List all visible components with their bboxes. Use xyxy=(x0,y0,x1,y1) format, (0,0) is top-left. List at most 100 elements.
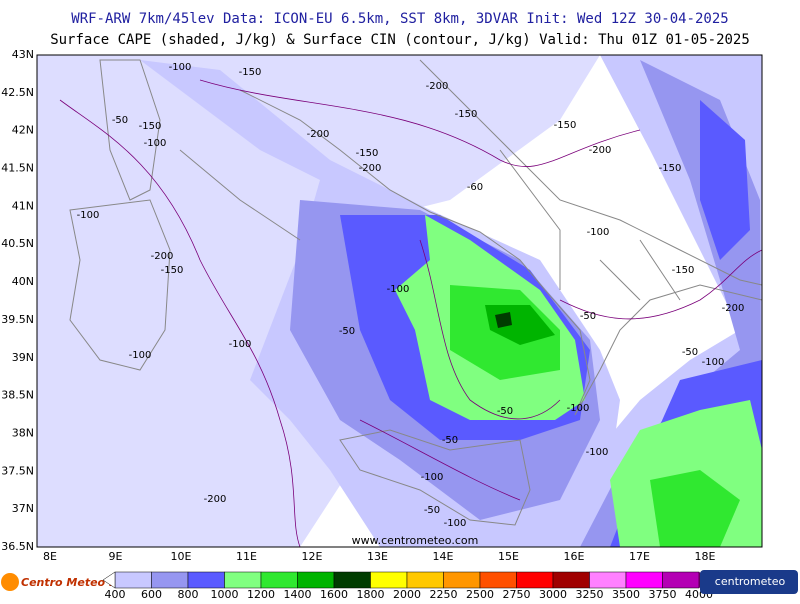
contour-label: -100 xyxy=(567,403,590,414)
lat-label: 41N xyxy=(12,199,34,212)
lat-label: 40N xyxy=(12,275,34,288)
lat-label: 42N xyxy=(12,124,34,137)
contour-label: -100 xyxy=(444,518,467,529)
colorbar-box xyxy=(333,571,371,589)
lat-label: 39.5N xyxy=(1,313,34,326)
watermark: www.centrometeo.com xyxy=(352,534,479,547)
contour-label: -100 xyxy=(77,210,100,221)
lat-label: 41.5N xyxy=(1,162,34,175)
lat-label: 37.5N xyxy=(1,464,34,477)
contour-label: -100 xyxy=(129,350,152,361)
colorbar-box xyxy=(370,571,408,589)
lat-label: 36.5N xyxy=(1,540,34,553)
colorbar-box xyxy=(151,571,189,589)
colorbar-box xyxy=(516,571,554,589)
colorbar-box xyxy=(625,571,663,589)
logo-right-text: centrometeo xyxy=(715,575,786,588)
logo-right-bg xyxy=(700,570,798,594)
lat-label: 38.5N xyxy=(1,389,34,402)
colorbar-label: 800 xyxy=(178,588,199,600)
colorbar-label: 600 xyxy=(141,588,162,600)
contour-label: -50 xyxy=(580,311,596,322)
colorbar-label: 1200 xyxy=(247,588,275,600)
colorbar-box xyxy=(224,571,262,589)
cape-east-green2 xyxy=(650,470,740,547)
contour-label: -50 xyxy=(339,326,355,337)
cape-light xyxy=(37,55,600,547)
contour-label: -100 xyxy=(702,357,725,368)
colorbar-label: 1000 xyxy=(211,588,239,600)
contour-label: -50 xyxy=(442,435,458,446)
colorbar-box xyxy=(552,571,590,589)
colorbar-label: 3250 xyxy=(576,588,604,600)
lon-label: 14E xyxy=(433,550,454,563)
contour-label: -60 xyxy=(467,182,483,193)
lon-label: 13E xyxy=(367,550,388,563)
contour-label: -100 xyxy=(169,62,192,73)
contour-label: -100 xyxy=(587,227,610,238)
contour-label: -200 xyxy=(359,163,382,174)
colorbar-label: 2250 xyxy=(430,588,458,600)
contour-label: -100 xyxy=(144,138,167,149)
lat-label: 37N xyxy=(12,502,34,515)
colorbar-label: 3500 xyxy=(612,588,640,600)
contour-label: -150 xyxy=(239,67,262,78)
logo-left-icon xyxy=(1,573,19,591)
lat-label: 43N xyxy=(12,48,34,61)
contour-labels: -100 -150 -200 -50 -150 -100 -150 -200 -150 -200 -… xyxy=(77,62,745,529)
lon-label: 11E xyxy=(236,550,257,563)
colorbar: 400 600 800 1000 1200 1400 1600 1800 2000 2250 250… xyxy=(102,571,717,601)
lat-label: 38N xyxy=(12,426,34,439)
colorbar-box xyxy=(187,571,225,589)
contour-label: -200 xyxy=(151,251,174,262)
contour-label: -150 xyxy=(161,265,184,276)
contour-label: -50 xyxy=(497,406,513,417)
colorbar-label: 1400 xyxy=(284,588,312,600)
colorbar-label: 3000 xyxy=(539,588,567,600)
contour-label: -50 xyxy=(424,505,440,516)
contour-label: -150 xyxy=(139,121,162,132)
lon-label: 18E xyxy=(695,550,716,563)
colorbar-box xyxy=(589,571,627,589)
lat-label: 40.5N xyxy=(1,237,34,250)
contour-label: -150 xyxy=(554,120,577,131)
colorbar-label: 2500 xyxy=(466,588,494,600)
contour-label: -150 xyxy=(672,265,695,276)
lon-label: 9E xyxy=(109,550,123,563)
contour-label: -150 xyxy=(659,163,682,174)
lon-label: 15E xyxy=(498,550,519,563)
cin-contours xyxy=(59,79,763,548)
contour-label: -100 xyxy=(421,472,444,483)
lat-label: 42.5N xyxy=(1,86,34,99)
colorbar-label: 3750 xyxy=(649,588,677,600)
map-frame xyxy=(36,54,763,548)
contour-label: -200 xyxy=(204,494,227,505)
colorbar-label: 400 xyxy=(105,588,126,600)
colorbar-box xyxy=(297,571,335,589)
contour-label: -100 xyxy=(586,447,609,458)
colorbar-arrow-left xyxy=(102,571,116,589)
colorbar-box xyxy=(114,571,152,589)
lon-label: 12E xyxy=(302,550,323,563)
contour-label: -50 xyxy=(682,347,698,358)
colorbar-label: 1600 xyxy=(320,588,348,600)
lat-label: 39N xyxy=(12,351,34,364)
contour-label: -150 xyxy=(455,109,478,120)
contour-label: -200 xyxy=(307,129,330,140)
colorbar-box xyxy=(443,571,481,589)
colorbar-box xyxy=(406,571,444,589)
logo-right: centrometeo xyxy=(700,570,798,594)
header-line2: Surface CAPE (shaded, J/kg) & Surface CI… xyxy=(50,32,750,48)
contour-label: -100 xyxy=(387,284,410,295)
colorbar-label: 2750 xyxy=(503,588,531,600)
lon-label: 16E xyxy=(564,550,585,563)
cape-1600 xyxy=(495,312,512,328)
colorbar-box xyxy=(260,571,298,589)
header-line1: WRF-ARW 7km/45lev Data: ICON-EU 6.5km, S… xyxy=(71,11,728,27)
lon-label: 8E xyxy=(43,550,57,563)
colorbar-label: 1800 xyxy=(357,588,385,600)
contour-label: -50 xyxy=(112,115,128,126)
contour-label: -200 xyxy=(426,81,449,92)
lon-label: 10E xyxy=(171,550,192,563)
